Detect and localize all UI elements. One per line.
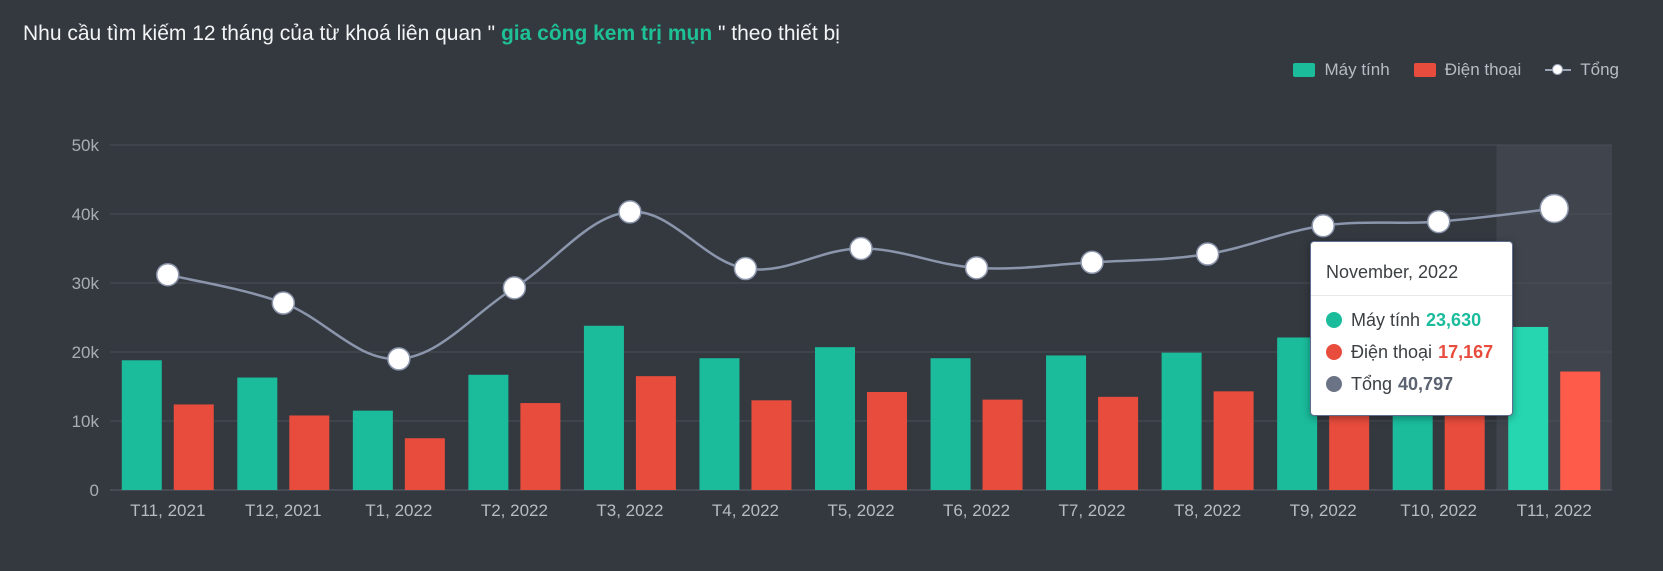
bar-mobile (1560, 371, 1601, 490)
tooltip-row-total: Tổng 40,797 (1311, 368, 1512, 400)
bar-desktop (930, 358, 971, 490)
y-tick-label: 30k (72, 274, 100, 293)
legend-label-total: Tổng (1580, 60, 1619, 79)
title-suffix: " theo thiết bị (718, 22, 840, 45)
chart-title: Nhu cầu tìm kiếm 12 tháng của từ khoá li… (23, 22, 840, 46)
bar-mobile (982, 399, 1023, 490)
bar-mobile (1098, 396, 1139, 490)
x-tick-label: T7, 2022 (1059, 501, 1126, 520)
legend-label-mobile: Điện thoại (1444, 60, 1522, 79)
x-tick-label: T1, 2022 (365, 501, 432, 520)
total-point (618, 200, 642, 224)
x-tick-label: T2, 2022 (481, 501, 548, 520)
x-tick-label: T3, 2022 (596, 501, 663, 520)
bar-mobile (520, 403, 561, 490)
x-tick-label: T9, 2022 (1290, 501, 1357, 520)
total-point (1195, 242, 1220, 266)
y-tick-label: 10k (72, 412, 100, 431)
x-tick-label: T10, 2022 (1400, 501, 1477, 520)
legend-swatch-mobile (1413, 63, 1436, 77)
x-tick-label: T6, 2022 (943, 501, 1010, 520)
total-point (964, 256, 989, 280)
tooltip-row-desktop: Máy tính 23,630 (1311, 304, 1512, 336)
bar-mobile (1213, 391, 1254, 490)
y-tick-label: 50k (72, 136, 100, 155)
total-point (271, 291, 296, 315)
x-tick-label: T8, 2022 (1174, 501, 1241, 520)
bar-mobile (173, 404, 214, 490)
x-tick-label: T5, 2022 (827, 501, 894, 520)
bar-desktop (468, 374, 509, 490)
tooltip-value-desktop: 23,630 (1426, 309, 1482, 330)
x-tick-label: T11, 2022 (1517, 501, 1592, 520)
bar-desktop (1508, 326, 1549, 490)
total-point (502, 276, 527, 300)
tooltip-value-total: 40,797 (1398, 373, 1454, 394)
x-tick-label: T11, 2021 (130, 501, 205, 520)
total-point (849, 236, 873, 261)
bar-desktop (352, 410, 393, 490)
bar-desktop (1161, 352, 1202, 490)
tooltip-dot-mobile (1326, 344, 1342, 360)
tooltip-dot-desktop (1326, 312, 1342, 328)
legend-item-mobile[interactable]: Điện thoại (1413, 60, 1522, 80)
bar-mobile (635, 376, 676, 490)
bar-desktop (1046, 355, 1087, 490)
bar-mobile (751, 400, 792, 490)
bar-mobile (867, 392, 907, 490)
tooltip-title: November, 2022 (1311, 242, 1512, 296)
tooltip-value-mobile: 17,167 (1438, 341, 1494, 362)
legend-label-desktop: Máy tính (1324, 60, 1390, 79)
title-keyword: gia công kem trị mụn (495, 22, 718, 45)
tooltip-dot-total (1326, 376, 1342, 392)
legend-swatch-desktop (1293, 63, 1316, 77)
chart-tooltip: November, 2022 Máy tính 23,630 Điện thoạ… (1310, 241, 1513, 416)
bar-desktop (237, 377, 278, 490)
x-tick-label: T12, 2021 (245, 501, 322, 520)
legend-item-total[interactable]: Tổng (1545, 60, 1619, 80)
legend-item-desktop[interactable]: Máy tính (1293, 60, 1390, 80)
tooltip-label-total: Tổng (1351, 373, 1393, 394)
y-tick-label: 0 (90, 481, 99, 500)
total-point (1080, 250, 1104, 275)
bar-desktop (583, 325, 624, 490)
bar-mobile (404, 438, 445, 490)
y-tick-label: 20k (72, 343, 100, 362)
total-point (1539, 193, 1569, 224)
bar-mobile (289, 415, 330, 490)
tooltip-row-mobile: Điện thoại 17,167 (1311, 336, 1512, 368)
tooltip-label-mobile: Điện thoại (1351, 341, 1433, 362)
bar-desktop (815, 347, 855, 490)
total-point (156, 262, 180, 287)
tooltip-label-desktop: Máy tính (1351, 309, 1421, 330)
total-point (1426, 209, 1451, 234)
title-prefix: Nhu cầu tìm kiếm 12 tháng của từ khoá li… (23, 22, 496, 45)
total-point (1311, 213, 1335, 238)
bar-desktop (699, 358, 740, 490)
legend-swatch-total (1545, 63, 1572, 77)
total-point (733, 256, 758, 281)
total-point (387, 347, 411, 371)
x-tick-label: T4, 2022 (712, 501, 779, 520)
y-tick-label: 40k (72, 205, 100, 224)
bar-desktop (121, 360, 162, 490)
chart-legend: Máy tính Điện thoại Tổng (1293, 60, 1619, 80)
